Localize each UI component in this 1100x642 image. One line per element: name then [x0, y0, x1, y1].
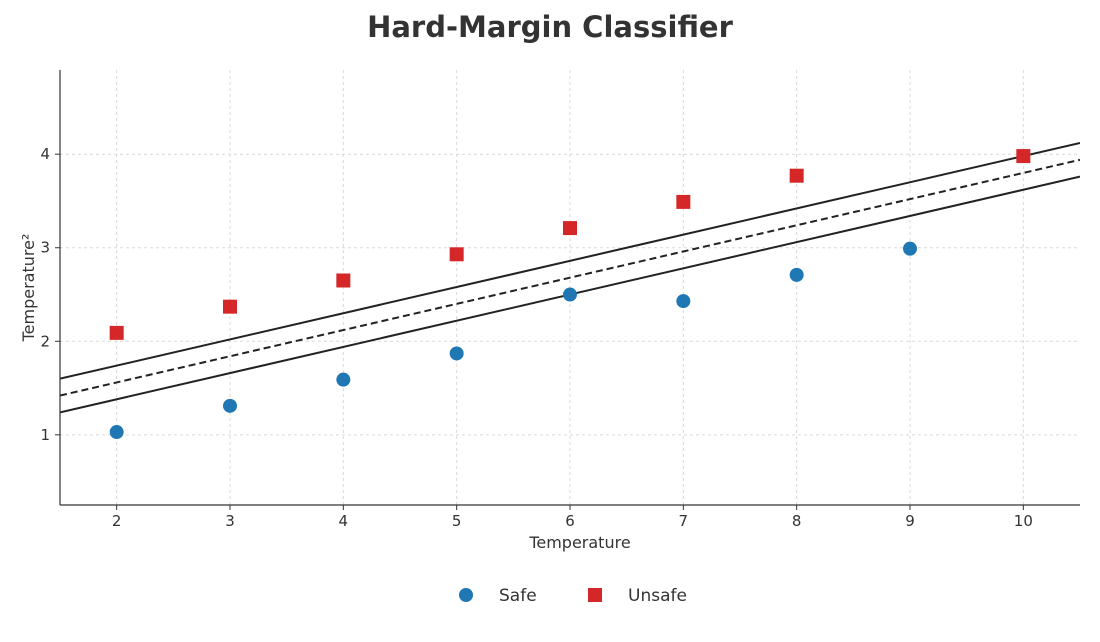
safe-point	[676, 294, 691, 309]
unsafe-point	[223, 299, 237, 314]
legend-label-unsafe: Unsafe	[628, 586, 687, 606]
x-tick-label: 9	[905, 512, 915, 530]
unsafe-point	[676, 194, 691, 209]
safe-point	[449, 346, 464, 361]
unsafe-point	[563, 221, 577, 236]
decision-boundary-line	[60, 158, 1080, 397]
x-tick-label: 8	[792, 512, 802, 530]
x-tick-label: 6	[565, 512, 575, 530]
unsafe-point	[449, 247, 464, 262]
unsafe-point	[789, 168, 804, 183]
safe-point	[789, 267, 804, 282]
x-tick-label: 4	[339, 512, 349, 530]
x-tick-label: 7	[679, 512, 689, 530]
safe-point	[336, 372, 351, 387]
upper-margin-line	[60, 141, 1080, 380]
y-tick-label: 4	[40, 145, 50, 163]
y-tick-label: 2	[40, 332, 50, 350]
legend-label-safe: Safe	[499, 586, 537, 606]
x-tick-label: 5	[452, 512, 462, 530]
unsafe-point	[1016, 149, 1031, 164]
legend-marker-safe	[459, 588, 473, 602]
chart-title: Hard-Margin Classifier	[367, 10, 733, 44]
unsafe-point	[109, 325, 124, 340]
x-tick-label: 3	[225, 512, 235, 530]
legend-marker-unsafe	[588, 588, 602, 602]
y-axis-title: Temperature²	[19, 234, 38, 343]
safe-point	[903, 241, 917, 256]
safe-point	[223, 398, 237, 413]
y-tick-label: 3	[40, 239, 50, 257]
unsafe-point	[336, 273, 351, 288]
x-tick-label: 10	[1014, 512, 1033, 530]
safe-point	[109, 425, 124, 440]
x-tick-label: 2	[112, 512, 122, 530]
y-tick-label: 1	[40, 426, 50, 444]
safe-point	[563, 287, 577, 302]
x-axis-title: Temperature	[528, 533, 630, 552]
